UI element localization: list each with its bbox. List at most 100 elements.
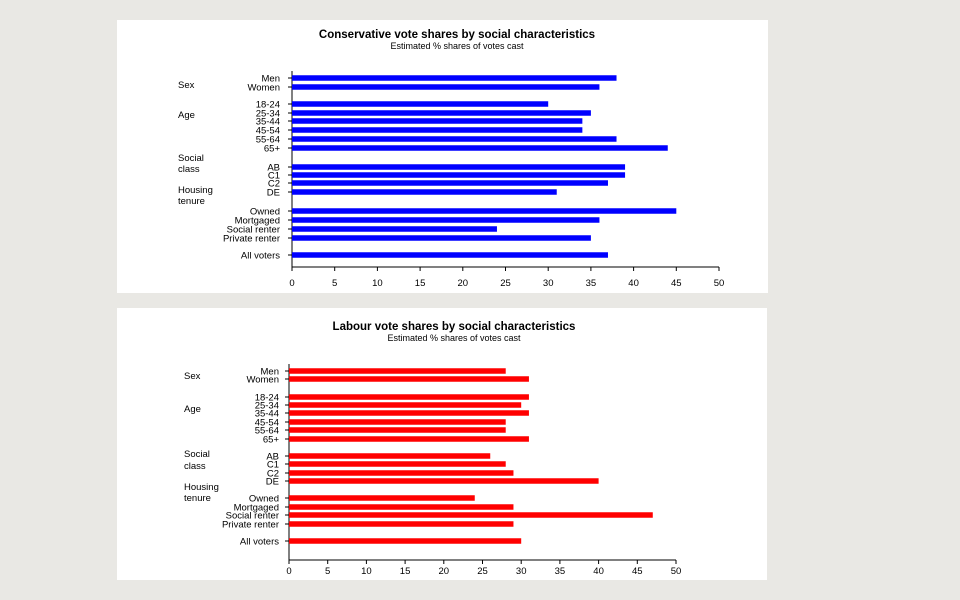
labour-category-label: DE [266, 477, 279, 488]
labour-bar [289, 394, 529, 400]
conservative-category-label: DE [267, 188, 280, 199]
labour-category-label: Women [246, 375, 279, 386]
conservative-bar [292, 189, 557, 195]
labour-x-tick-label: 45 [632, 566, 643, 577]
labour-x-tick-label: 0 [286, 566, 291, 577]
labour-category-label: 35-44 [255, 409, 279, 420]
labour-bar [289, 410, 529, 416]
labour-bar [289, 538, 522, 544]
conservative-group-label: tenure [178, 196, 205, 207]
labour-x-tick-label: 50 [671, 566, 682, 577]
conservative-category-label: C2 [268, 179, 280, 190]
labour-category-label: Private renter [222, 520, 279, 531]
labour-category-label: 65+ [263, 435, 280, 446]
labour-group-label: Age [184, 404, 201, 415]
conservative-category-label: 65+ [264, 144, 281, 155]
conservative-group-label: Age [178, 110, 195, 121]
conservative-category-label: Private renter [223, 234, 280, 245]
labour-bar [289, 419, 506, 425]
labour-bar [289, 470, 514, 476]
labour-category-label: Owned [249, 494, 279, 505]
conservative-bar [292, 101, 549, 107]
labour-category-label: 55-64 [255, 426, 279, 437]
labour-bar [289, 521, 514, 527]
labour-x-tick-label: 5 [325, 566, 330, 577]
conservative-category-label: 55-64 [256, 135, 280, 146]
labour-group-label: tenure [184, 493, 211, 504]
conservative-chart: Conservative vote shares by social chara… [178, 29, 725, 289]
labour-x-tick-label: 35 [555, 566, 566, 577]
labour-category-label: C2 [267, 469, 279, 480]
labour-bar [289, 368, 506, 374]
labour-category-label: All voters [240, 537, 279, 548]
labour-category-label: Men [261, 367, 279, 378]
conservative-bar [292, 172, 626, 178]
conservative-bar [292, 118, 583, 124]
conservative-x-tick-label: 30 [543, 278, 554, 289]
conservative-category-label: 25-34 [256, 109, 280, 120]
conservative-chart-panel: Conservative vote shares by social chara… [117, 20, 768, 293]
labour-chart-title: Labour vote shares by social characteris… [333, 321, 576, 333]
conservative-bar [292, 145, 668, 151]
conservative-group-label: Social [178, 153, 204, 164]
conservative-bar [292, 75, 617, 81]
conservative-bar [292, 110, 591, 116]
conservative-x-tick-label: 35 [586, 278, 597, 289]
labour-bar [289, 461, 506, 467]
labour-category-label: 25-34 [255, 401, 279, 412]
conservative-x-tick-label: 25 [500, 278, 511, 289]
labour-category-label: 18-24 [255, 393, 279, 404]
labour-bar [289, 512, 653, 518]
labour-x-tick-label: 20 [439, 566, 450, 577]
conservative-bar [292, 217, 600, 223]
conservative-bar [292, 226, 497, 232]
conservative-category-label: Men [262, 74, 280, 85]
labour-bar [289, 504, 514, 510]
conservative-chart-title: Conservative vote shares by social chara… [319, 29, 595, 41]
conservative-bar [292, 208, 677, 214]
labour-x-tick-label: 10 [361, 566, 372, 577]
conservative-category-label: Women [247, 83, 280, 94]
labour-category-label: 45-54 [255, 418, 279, 429]
labour-category-label: AB [266, 452, 279, 463]
labour-chart-subtitle: Estimated % shares of votes cast [387, 333, 521, 343]
conservative-category-label: 18-24 [256, 100, 280, 111]
conservative-category-label: 35-44 [256, 117, 280, 128]
labour-chart-panel: Labour vote shares by social characteris… [117, 308, 767, 580]
conservative-category-label: AB [267, 163, 280, 174]
labour-bar [289, 376, 529, 382]
labour-x-tick-label: 40 [593, 566, 604, 577]
conservative-x-tick-label: 0 [289, 278, 294, 289]
labour-bar [289, 478, 599, 484]
conservative-bar [292, 180, 608, 186]
conservative-x-tick-label: 50 [714, 278, 725, 289]
conservative-group-label: class [178, 164, 200, 175]
conservative-x-tick-label: 20 [458, 278, 469, 289]
conservative-bar [292, 127, 583, 133]
conservative-x-tick-label: 5 [332, 278, 337, 289]
labour-x-tick-label: 15 [400, 566, 411, 577]
conservative-x-tick-label: 10 [372, 278, 383, 289]
conservative-category-label: All voters [241, 251, 280, 262]
conservative-category-label: Owned [250, 207, 280, 218]
conservative-x-tick-label: 45 [671, 278, 682, 289]
labour-bar [289, 495, 475, 501]
conservative-bar [292, 164, 626, 170]
labour-category-label: C1 [267, 460, 279, 471]
conservative-bar [292, 235, 591, 241]
conservative-category-label: Social renter [227, 225, 280, 236]
labour-chart: Labour vote shares by social characteris… [184, 321, 682, 577]
labour-x-tick-label: 30 [516, 566, 527, 577]
labour-bar [289, 453, 491, 459]
conservative-x-tick-label: 15 [415, 278, 426, 289]
labour-bar [289, 436, 529, 442]
conservative-x-tick-label: 40 [628, 278, 639, 289]
conservative-bar [292, 136, 617, 142]
labour-group-label: Sex [184, 371, 201, 382]
labour-x-tick-label: 25 [477, 566, 488, 577]
labour-group-label: Social [184, 449, 210, 460]
conservative-category-label: Mortgaged [235, 216, 280, 227]
labour-group-label: Housing [184, 482, 219, 493]
labour-category-label: Mortgaged [234, 503, 279, 514]
conservative-group-label: Housing [178, 185, 213, 196]
